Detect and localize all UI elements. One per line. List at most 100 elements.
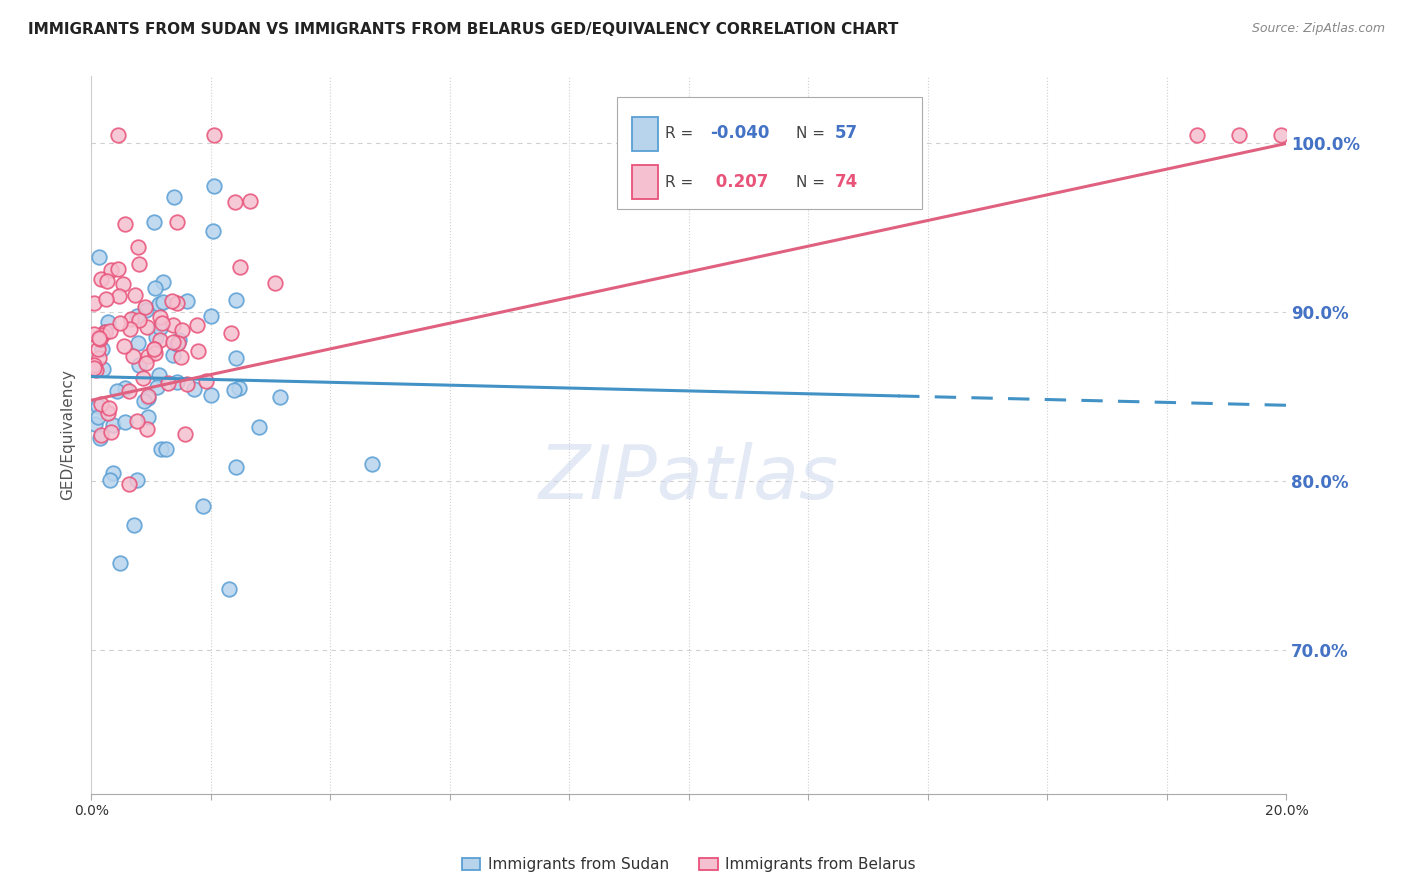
Point bbox=[201, 224, 224, 238]
Point bbox=[127, 240, 149, 254]
Point bbox=[136, 349, 159, 363]
Point bbox=[100, 425, 122, 440]
Legend: Immigrants from Sudan, Immigrants from Belarus: Immigrants from Sudan, Immigrants from B… bbox=[461, 857, 917, 872]
Point bbox=[135, 356, 157, 370]
Point bbox=[224, 384, 246, 398]
Point bbox=[108, 288, 131, 302]
Point bbox=[202, 128, 225, 142]
Point bbox=[157, 376, 180, 390]
Point bbox=[145, 330, 167, 344]
Point bbox=[152, 275, 174, 289]
Text: ZIPatlas: ZIPatlas bbox=[538, 442, 839, 514]
Point bbox=[96, 292, 118, 306]
Point bbox=[83, 361, 105, 376]
Point bbox=[186, 318, 208, 332]
Point bbox=[90, 328, 112, 343]
Point bbox=[149, 442, 172, 456]
Point bbox=[176, 293, 198, 308]
Point bbox=[118, 384, 141, 398]
Y-axis label: GED/Equivalency: GED/Equivalency bbox=[60, 369, 76, 500]
Point bbox=[162, 190, 184, 204]
Point bbox=[89, 250, 111, 264]
Point bbox=[361, 457, 384, 471]
Point bbox=[187, 343, 209, 358]
Point bbox=[152, 316, 174, 330]
Text: R =: R = bbox=[665, 175, 699, 190]
Point bbox=[127, 335, 149, 350]
Text: -0.040: -0.040 bbox=[710, 124, 770, 142]
Point bbox=[97, 401, 120, 416]
Point bbox=[87, 342, 110, 356]
Point bbox=[166, 215, 188, 229]
Point bbox=[107, 261, 129, 276]
Point bbox=[112, 339, 135, 353]
Point bbox=[83, 326, 105, 341]
Point bbox=[100, 263, 122, 277]
Point bbox=[118, 322, 141, 336]
Point bbox=[87, 331, 110, 345]
Point bbox=[221, 326, 243, 340]
Point bbox=[134, 300, 156, 314]
Point bbox=[247, 419, 270, 434]
Point bbox=[96, 274, 118, 288]
Text: N =: N = bbox=[796, 175, 831, 190]
Point bbox=[143, 342, 166, 356]
Point bbox=[166, 296, 188, 310]
Point bbox=[112, 277, 135, 292]
Point bbox=[162, 348, 184, 362]
Point bbox=[128, 358, 150, 372]
Point bbox=[97, 315, 120, 329]
Text: 0.207: 0.207 bbox=[710, 173, 769, 191]
Point bbox=[146, 380, 169, 394]
Point bbox=[225, 351, 247, 365]
Point bbox=[97, 406, 120, 420]
Point bbox=[149, 333, 172, 347]
Point bbox=[1227, 128, 1250, 142]
Point bbox=[90, 272, 112, 286]
Point bbox=[83, 417, 105, 431]
Point bbox=[132, 371, 155, 385]
Point bbox=[90, 396, 112, 410]
Point bbox=[125, 309, 148, 323]
Text: R =: R = bbox=[665, 126, 699, 141]
Point bbox=[136, 422, 159, 436]
Point bbox=[149, 321, 172, 335]
Point bbox=[166, 375, 188, 389]
Point bbox=[148, 297, 170, 311]
Point bbox=[100, 324, 122, 338]
Text: Source: ZipAtlas.com: Source: ZipAtlas.com bbox=[1251, 22, 1385, 36]
Point bbox=[89, 351, 111, 365]
Point bbox=[166, 336, 188, 351]
Point bbox=[202, 179, 225, 194]
Text: 57: 57 bbox=[835, 124, 858, 142]
FancyBboxPatch shape bbox=[631, 117, 658, 152]
Point bbox=[136, 409, 159, 424]
Point bbox=[124, 518, 146, 533]
Point bbox=[264, 276, 287, 290]
Point bbox=[98, 473, 121, 487]
Text: 74: 74 bbox=[835, 173, 858, 191]
Point bbox=[86, 410, 108, 425]
Point bbox=[143, 281, 166, 295]
Point bbox=[183, 382, 205, 396]
Point bbox=[162, 318, 184, 333]
Point bbox=[135, 302, 157, 317]
Point bbox=[1270, 128, 1292, 142]
Point bbox=[170, 350, 193, 364]
Point bbox=[1185, 128, 1208, 142]
Point bbox=[225, 460, 247, 475]
Text: IMMIGRANTS FROM SUDAN VS IMMIGRANTS FROM BELARUS GED/EQUIVALENCY CORRELATION CHA: IMMIGRANTS FROM SUDAN VS IMMIGRANTS FROM… bbox=[28, 22, 898, 37]
Point bbox=[169, 333, 191, 347]
Point bbox=[122, 349, 145, 363]
Point bbox=[84, 362, 107, 376]
Point bbox=[176, 376, 198, 391]
Point bbox=[229, 260, 252, 274]
Point bbox=[148, 368, 170, 382]
Point bbox=[89, 431, 111, 445]
Point bbox=[128, 313, 150, 327]
Point bbox=[152, 294, 174, 309]
Point bbox=[136, 391, 159, 405]
Point bbox=[83, 296, 105, 310]
FancyBboxPatch shape bbox=[617, 97, 922, 209]
Point bbox=[160, 293, 183, 308]
